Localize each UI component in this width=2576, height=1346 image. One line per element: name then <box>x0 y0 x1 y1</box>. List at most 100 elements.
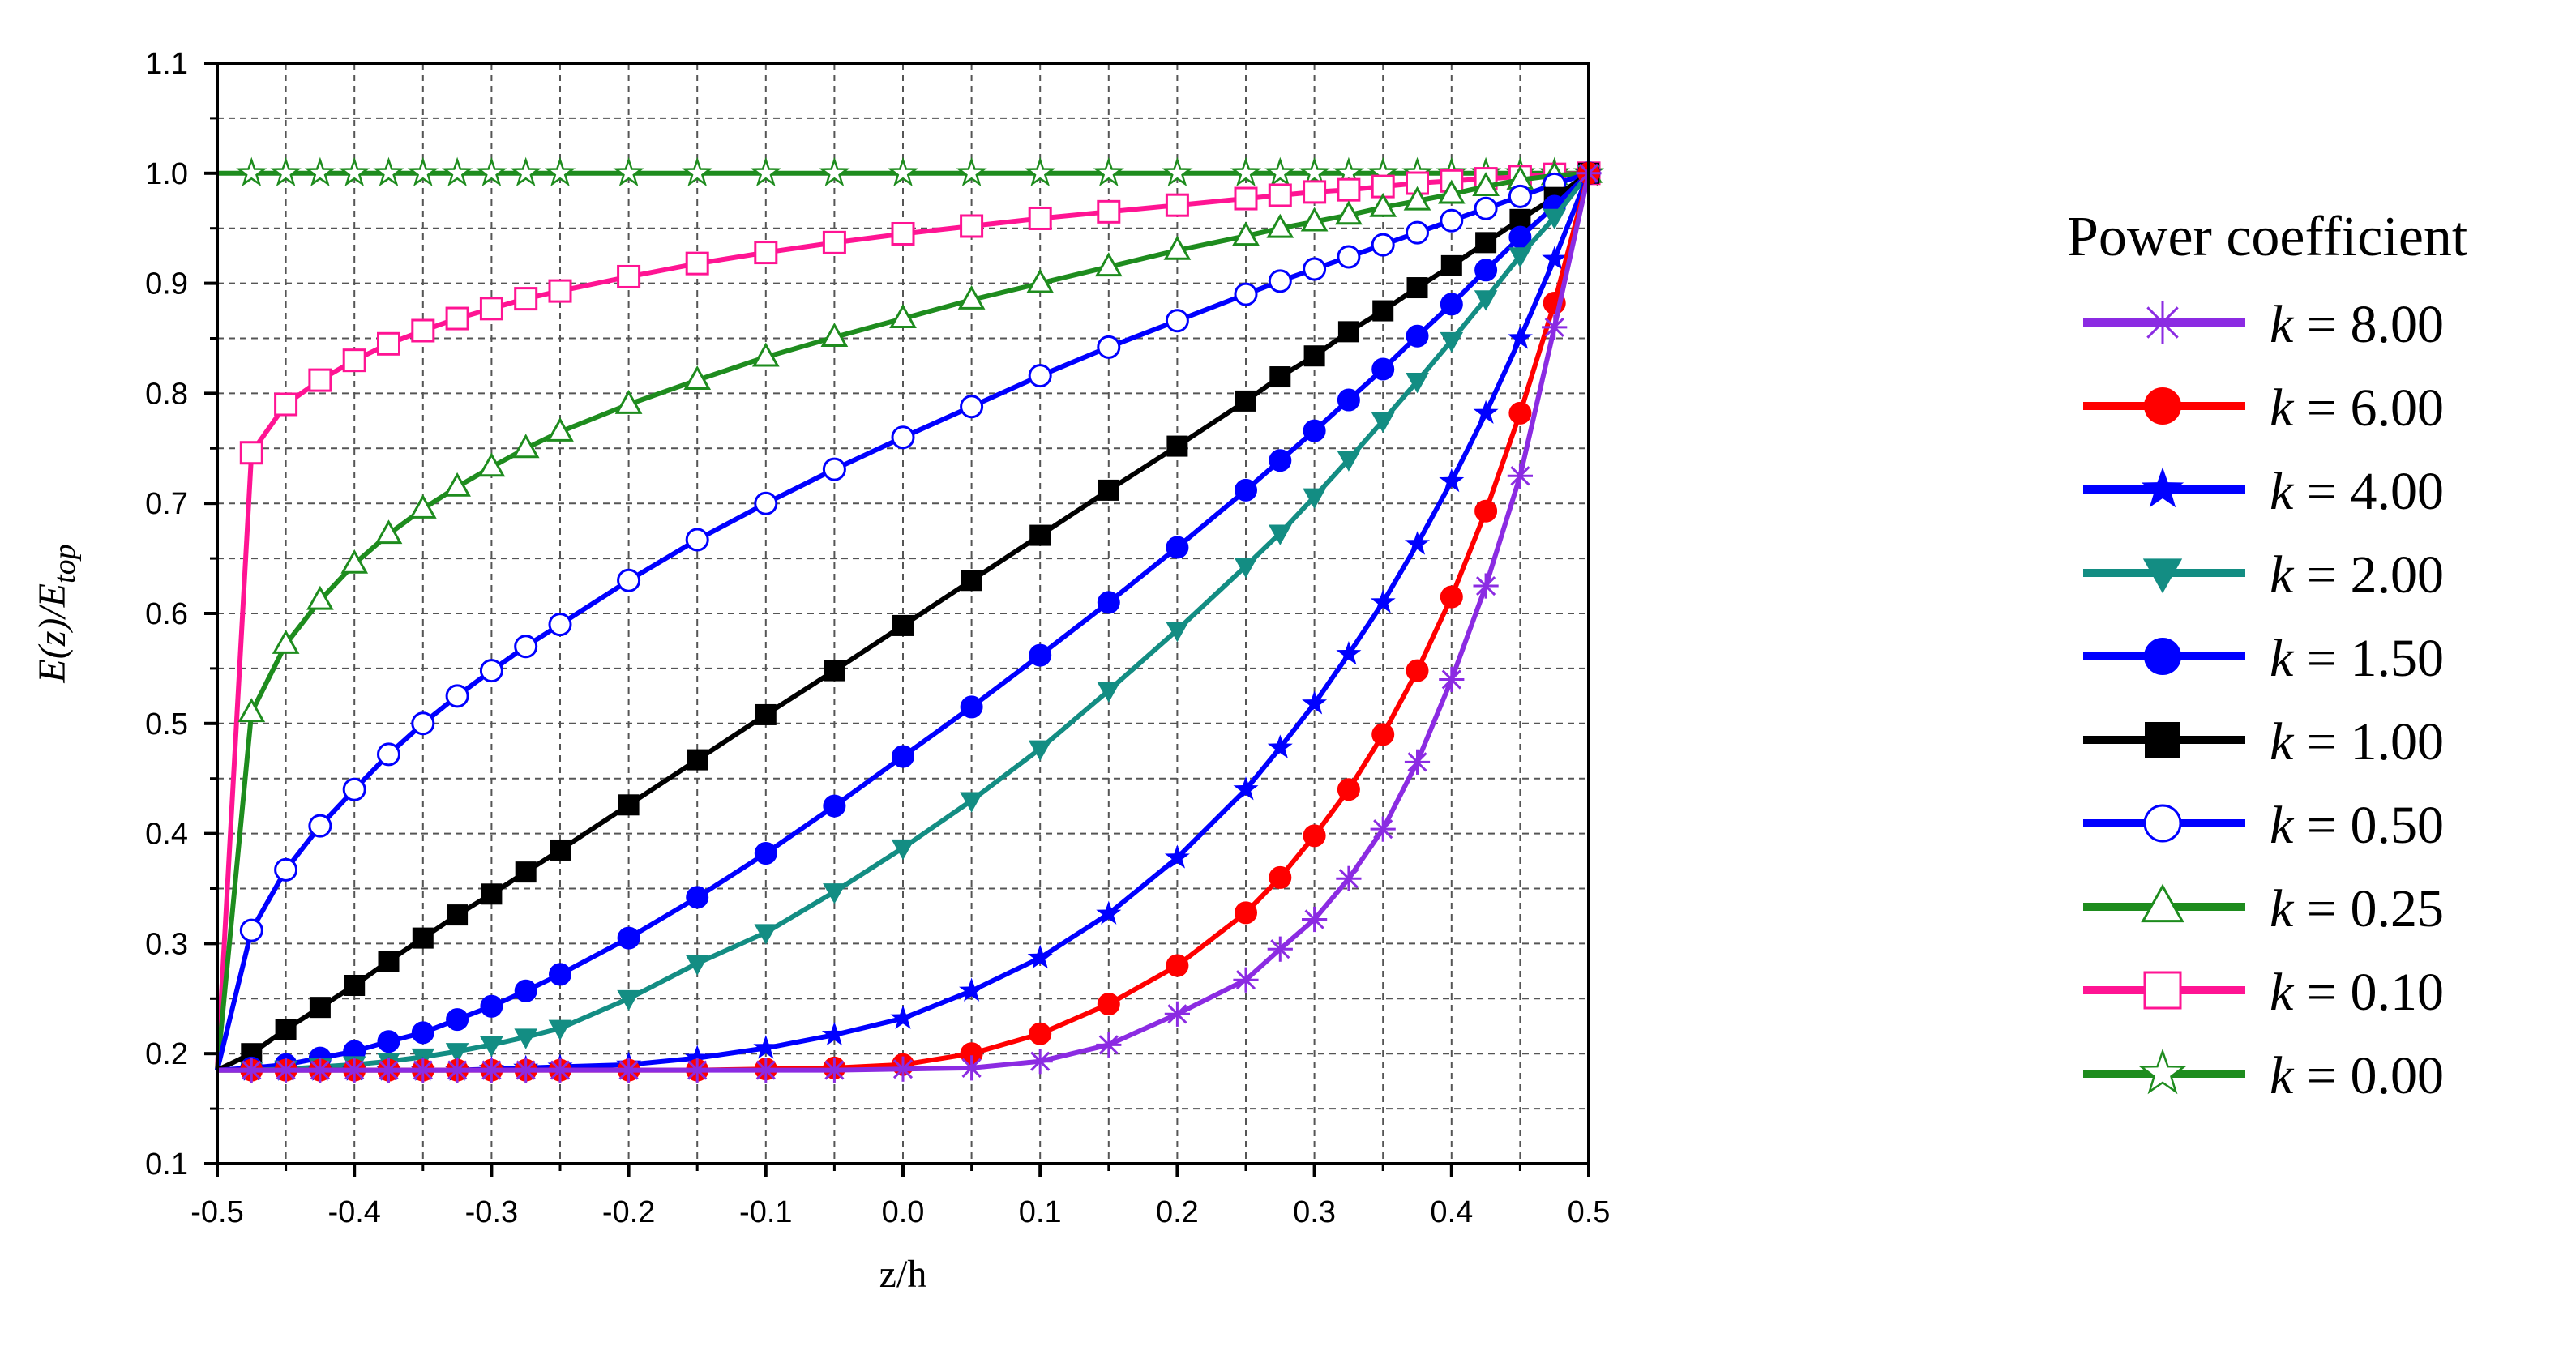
series-marker <box>960 792 983 813</box>
series-marker <box>1268 269 1292 293</box>
legend-label: k = 8.00 <box>2270 295 2444 354</box>
asterisk-stroke <box>516 1060 536 1080</box>
series-marker <box>340 549 369 574</box>
legend-label: k = 0.50 <box>2270 796 2444 855</box>
series-marker <box>307 1057 333 1083</box>
asterisk-stroke <box>379 1060 399 1080</box>
series-marker <box>1473 400 1499 424</box>
series-marker <box>481 883 503 905</box>
series-marker <box>1097 993 1120 1016</box>
series-marker <box>515 861 537 883</box>
series-marker <box>1232 221 1260 246</box>
series-marker <box>1097 335 1121 359</box>
series-marker <box>1473 573 1499 599</box>
series-marker <box>960 395 984 419</box>
asterisk-stroke <box>550 1060 571 1080</box>
asterisk-stroke <box>413 1060 433 1080</box>
series-marker <box>344 975 366 997</box>
series-marker <box>1166 954 1189 977</box>
asterisk-stroke <box>344 1060 365 1080</box>
x-tick-label: -0.4 <box>327 1195 380 1229</box>
series-marker <box>956 156 987 186</box>
y-tick-label: 0.3 <box>145 927 188 961</box>
series-marker <box>685 528 709 552</box>
series-marker <box>514 635 538 659</box>
x-tick-label: -0.3 <box>465 1195 518 1229</box>
series-marker <box>1028 206 1052 230</box>
series-marker <box>892 614 914 636</box>
asterisk-stroke <box>1510 466 1530 486</box>
legend-label: k = 0.25 <box>2270 879 2444 938</box>
x-tick-label: -0.5 <box>190 1195 243 1229</box>
series-marker <box>2141 301 2184 344</box>
asterisk-stroke <box>1270 939 1290 959</box>
series-marker <box>684 1045 710 1069</box>
series-marker <box>308 368 332 392</box>
series-marker <box>377 1030 400 1053</box>
series-marker <box>1269 449 1292 472</box>
series-marker <box>1234 558 1258 579</box>
series-marker <box>412 927 434 949</box>
series-marker <box>1269 865 1292 889</box>
legend-item: k = 1.00 <box>2083 712 2444 771</box>
series-marker <box>1437 179 1466 204</box>
series-marker <box>821 1057 847 1083</box>
series-marker <box>1300 207 1329 232</box>
x-tick-label: 0.0 <box>882 1195 925 1229</box>
series-marker <box>1371 723 1395 746</box>
series-0-25 <box>215 158 1603 1070</box>
asterisk-stroke <box>1338 869 1359 889</box>
asterisk-stroke <box>1441 669 1461 690</box>
series-marker <box>1507 463 1533 489</box>
series-marker <box>410 1057 436 1083</box>
y-tick-label: 0.5 <box>145 707 188 741</box>
y-tick-label: 0.7 <box>145 487 188 521</box>
series-marker <box>1303 345 1325 367</box>
series-marker <box>754 241 778 265</box>
series-marker <box>2144 638 2181 675</box>
series-marker <box>1405 531 1430 555</box>
legend-item: k = 4.00 <box>2083 462 2444 521</box>
series-marker <box>614 389 643 414</box>
series-marker <box>1474 259 1498 282</box>
series-marker <box>1234 282 1258 306</box>
series-marker <box>1269 524 1292 545</box>
series-marker <box>514 287 538 311</box>
series-marker <box>510 156 541 186</box>
series-marker <box>2145 722 2180 758</box>
series-marker <box>445 306 469 331</box>
series-marker <box>409 494 437 519</box>
series-marker <box>891 221 915 246</box>
series-marker <box>822 457 846 481</box>
series-marker <box>1029 643 1052 667</box>
series-marker <box>407 156 439 186</box>
series-marker <box>411 1021 434 1045</box>
y-tick-label: 1.0 <box>145 157 188 191</box>
series-marker <box>444 1057 470 1083</box>
series-marker <box>479 659 503 683</box>
series-marker <box>754 842 777 865</box>
asterisk-stroke <box>447 1060 468 1080</box>
series-marker <box>274 857 298 882</box>
series-marker <box>890 1005 916 1029</box>
series-1-00 <box>216 162 1599 1073</box>
legend-label: k = 0.00 <box>2270 1046 2444 1105</box>
series-marker <box>1439 468 1465 493</box>
asterisk-stroke <box>1544 317 1564 338</box>
series-marker <box>959 1055 985 1081</box>
series-marker <box>443 472 471 497</box>
series-marker <box>342 348 366 373</box>
series-marker <box>272 630 300 654</box>
series-marker <box>547 1057 573 1083</box>
y-axis-title-subscript: top <box>48 544 82 583</box>
series-marker <box>1406 659 1429 682</box>
series-marker <box>686 886 709 909</box>
series-marker <box>1336 865 1362 891</box>
series-marker <box>548 279 572 303</box>
series-marker <box>892 745 914 768</box>
series-marker <box>1369 192 1397 217</box>
x-tick-label: 0.5 <box>1568 1195 1611 1229</box>
series-marker <box>1507 325 1533 349</box>
series-marker <box>2144 387 2181 425</box>
series-marker <box>374 519 403 545</box>
